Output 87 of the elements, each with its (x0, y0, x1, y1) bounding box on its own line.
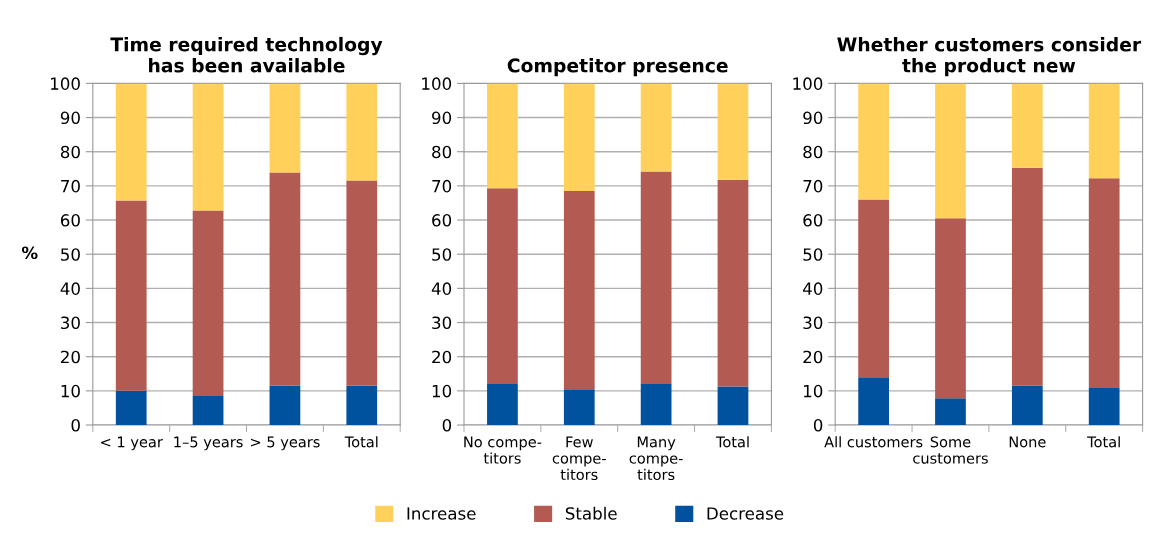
y-tick-label: 90 (60, 111, 80, 125)
bar (858, 83, 889, 200)
y-tick-label: 0 (71, 418, 80, 432)
bar (269, 385, 301, 426)
legend-label: Stable (565, 506, 617, 520)
y-tick-label: 30 (803, 316, 823, 330)
chart-title: Competitor presence (507, 58, 728, 77)
bar (487, 83, 518, 189)
bar (192, 210, 224, 396)
y-tick-label: 20 (432, 350, 452, 364)
bar (563, 83, 595, 191)
y-tick-label: 80 (803, 145, 823, 159)
y-tick-label: 30 (61, 316, 80, 330)
bar (640, 83, 672, 172)
bar (269, 83, 301, 173)
y-tick-label: 80 (432, 145, 452, 159)
x-tick-label: None (1009, 436, 1046, 448)
x-tick-label: Total (1087, 436, 1120, 448)
x-tick-label: Few compe- titors (552, 436, 606, 481)
bar (717, 179, 749, 387)
bar (115, 83, 147, 201)
y-tick-label: 40 (60, 282, 80, 295)
bar (192, 395, 224, 426)
bar (487, 384, 518, 426)
bar (346, 83, 378, 181)
y-tick-label: 100 (422, 77, 452, 90)
bar (115, 200, 147, 391)
bar (935, 83, 966, 219)
bar (269, 172, 301, 386)
x-tick-label: Total (344, 436, 378, 448)
y-tick-label: 90 (432, 111, 452, 125)
bar (1088, 178, 1120, 389)
bar (1011, 385, 1043, 426)
y-tick-label: 70 (61, 179, 80, 193)
y-axis-title: % (21, 246, 38, 260)
y-tick-label: 100 (793, 77, 823, 90)
y-tick-label: 0 (442, 418, 452, 432)
x-tick-label: 1–5 years (174, 436, 243, 451)
bar (115, 390, 147, 426)
x-tick-label: > 5 years (251, 436, 320, 451)
x-tick-label: All customers (824, 436, 923, 448)
bar (935, 398, 966, 426)
x-tick-label: No compe- titors (464, 436, 542, 464)
x-tick-label: < 1 year (101, 436, 163, 451)
y-tick-label: 70 (803, 179, 823, 193)
bar (935, 218, 966, 399)
y-tick-label: 40 (803, 282, 823, 295)
y-tick-label: 10 (432, 384, 452, 398)
chart-title: Time required technology has been available (110, 36, 383, 73)
bar (640, 384, 672, 426)
y-tick-label: 10 (61, 384, 80, 398)
bar (1011, 83, 1043, 168)
y-tick-label: 60 (803, 214, 823, 227)
bar (1088, 83, 1120, 179)
y-tick-label: 50 (803, 248, 823, 261)
y-tick-label: 20 (803, 350, 823, 364)
bar (346, 385, 378, 426)
y-tick-label: 100 (51, 77, 80, 90)
y-tick-label: 10 (804, 384, 823, 398)
legend-label: Increase (407, 507, 476, 520)
bar (858, 199, 889, 378)
y-tick-label: 40 (431, 282, 452, 295)
bar (717, 83, 749, 180)
bar (563, 191, 595, 390)
y-tick-label: 80 (60, 145, 80, 159)
legend-label: Decrease (707, 507, 784, 520)
y-tick-label: 70 (432, 179, 452, 193)
y-tick-label: 50 (432, 248, 452, 261)
y-tick-label: 20 (61, 350, 80, 364)
bar (1011, 167, 1043, 386)
y-tick-label: 30 (432, 316, 452, 330)
bar (563, 389, 595, 426)
bar (487, 188, 518, 385)
y-tick-label: 50 (61, 248, 80, 261)
bar (1088, 388, 1120, 426)
x-tick-label: Many compe- titors (629, 436, 683, 481)
bar (640, 171, 672, 385)
bar (346, 180, 378, 386)
bar (717, 386, 749, 426)
y-tick-label: 0 (813, 418, 823, 432)
y-tick-label: 60 (432, 214, 452, 227)
bar (858, 377, 889, 426)
y-tick-label: 60 (60, 214, 80, 227)
x-tick-label: Total (715, 436, 749, 448)
y-tick-label: 90 (803, 111, 823, 125)
bar (192, 83, 224, 211)
chart-title: Whether customers consider the product new (837, 37, 1142, 77)
